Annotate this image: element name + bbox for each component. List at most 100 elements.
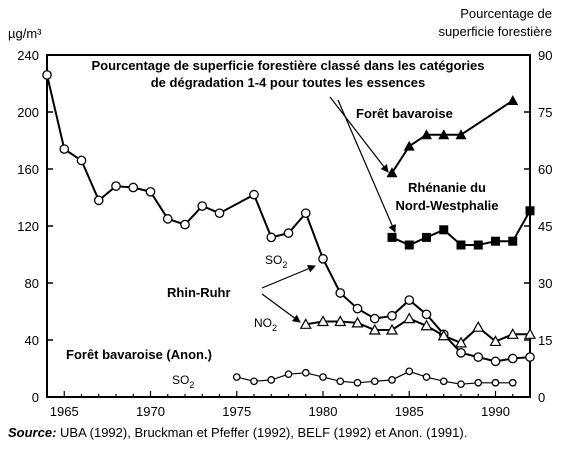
series-4-point (473, 240, 483, 250)
series-2-point (405, 367, 414, 376)
series-1-point (489, 335, 502, 347)
left-tick-label: 120 (17, 219, 39, 234)
source-text: UBA (1992), Bruckman et Pfeffer (1992), … (56, 425, 468, 440)
series-1-point (472, 320, 485, 332)
series-0-point (197, 201, 208, 211)
annotation-arrow (261, 293, 301, 323)
source-prefix: Source: (8, 425, 57, 440)
series-4-point (439, 225, 449, 235)
series-0-point (128, 182, 139, 193)
left-tick-label: 40 (25, 333, 39, 348)
series-3-point (455, 129, 467, 140)
series-0-point (507, 353, 518, 364)
series-1-point (454, 336, 468, 348)
left-tick-label: 0 (32, 390, 39, 405)
series-1-point (403, 312, 416, 324)
chart-title-line1: Pourcentage de superficie forestière cla… (91, 58, 484, 73)
series-1-point (316, 315, 330, 327)
series-4-point (422, 232, 431, 242)
left-tick-label: 200 (17, 105, 39, 120)
series-1-point (351, 316, 364, 328)
series-0-point (352, 303, 363, 314)
right-axis-label-line1: Pourcentage de (460, 6, 552, 21)
series-4-point (387, 232, 397, 242)
series-0-point (369, 313, 380, 324)
series-0-line (46, 74, 531, 363)
right-tick-label: 45 (538, 219, 552, 234)
annotation-rhenanie-line2: Nord-Westphalie (395, 198, 498, 213)
right-tick-label: 90 (538, 48, 552, 63)
series-0-point (456, 347, 466, 358)
series-4-point (508, 236, 518, 246)
annotation-baviere-anon: Forêt bavaroise (Anon.) (66, 347, 212, 362)
x-tick-label: 1975 (222, 404, 251, 419)
series-2-point (284, 370, 293, 379)
x-tick-label: 1970 (136, 404, 165, 419)
x-tick-label: 1985 (395, 404, 424, 419)
series-0-point (300, 208, 311, 219)
series-2-point (457, 380, 465, 389)
x-tick-label: 1990 (481, 404, 510, 419)
series-0-point (525, 352, 535, 362)
annotation-baviere-forest: Forêt bavaroise (356, 106, 453, 121)
annotation-arrow (337, 99, 396, 233)
annotation-arrow (329, 96, 389, 173)
series-0-point (404, 295, 415, 305)
series-1-point (506, 328, 519, 339)
series-4-point (404, 240, 414, 250)
series-2-point (232, 373, 241, 381)
series-2-point (422, 373, 431, 381)
left-axis-unit: µg/m³ (8, 26, 42, 41)
right-tick-label: 0 (538, 390, 545, 405)
series-2-point (439, 377, 448, 386)
left-tick-label: 160 (17, 162, 39, 177)
annotation-no2-sub: 2 (272, 323, 277, 333)
series-4-point (456, 240, 466, 250)
series-layer (42, 70, 537, 389)
x-tick-label: 1965 (50, 404, 79, 419)
annotation-rhenanie-line1: Rhénanie du (408, 180, 486, 195)
annotation-so2-main: SO2 (265, 253, 287, 270)
series-4-point (525, 206, 535, 216)
x-tick-label: 1980 (309, 404, 338, 419)
right-tick-label: 15 (538, 333, 552, 348)
series-0-point (266, 232, 277, 243)
left-axis-ticks: 0 40 80 120 160 200 240 (17, 48, 53, 405)
left-tick-label: 240 (17, 48, 39, 63)
series-0-point (93, 195, 104, 206)
annotation-arrow (261, 264, 316, 289)
chart-title-line2: de dégradation 1-4 pour toutes les essen… (151, 75, 426, 90)
series-4-point (491, 236, 500, 246)
series-0-point (162, 214, 173, 224)
annotation-no2-main: NO2 (254, 316, 277, 333)
right-axis-ticks: 0 15 30 45 60 75 90 (524, 48, 552, 405)
series-0-point (490, 356, 501, 367)
series-0-point (249, 189, 259, 200)
series-2-point (353, 378, 362, 387)
series-0-point (145, 186, 156, 197)
series-3-point (386, 167, 398, 178)
right-tick-label: 60 (538, 162, 552, 177)
series-2-point (491, 378, 500, 387)
annotation-so2-bottom: SO2 (172, 373, 194, 390)
series-0-point (387, 310, 397, 321)
series-1-point (334, 315, 347, 327)
annotation-arrows (261, 96, 396, 323)
series-1-point (420, 319, 433, 331)
series-3-point (421, 129, 432, 140)
series-1-point (299, 318, 312, 329)
source-note: Source: UBA (1992), Bruckman et Pfeffer … (8, 425, 467, 440)
series-1-point (523, 328, 537, 339)
series-0-point (283, 228, 294, 238)
series-0-point (76, 155, 87, 166)
series-2-point (319, 373, 327, 381)
series-1-point (368, 323, 381, 335)
series-2-point (301, 368, 310, 377)
series-0-point (42, 70, 52, 80)
series-3-line (391, 99, 514, 174)
series-2-point (508, 378, 517, 387)
series-0-point (111, 181, 121, 191)
annotation-so2-sub: 2 (282, 260, 287, 270)
series-0-point (473, 352, 484, 362)
